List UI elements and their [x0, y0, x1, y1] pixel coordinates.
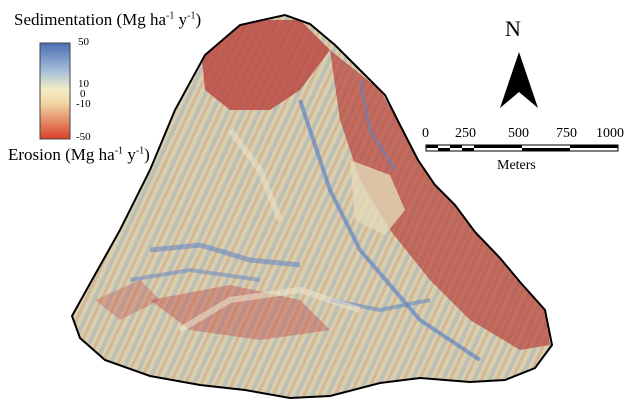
legend-tick-neg10: -10 [76, 98, 91, 110]
scale-tick-1000: 1000 [596, 126, 624, 141]
north-arrow-icon [500, 52, 538, 108]
scale-tick-0: 0 [422, 126, 429, 141]
legend-color-ramp [39, 42, 71, 140]
scale-tick-250: 250 [455, 126, 476, 141]
legend-subtitle: Erosion (Mg ha-1 y-1) [8, 145, 150, 164]
legend-tick-0: 0 [80, 88, 86, 100]
legend-tick-min: -50 [76, 131, 91, 143]
scale-unit-label: Meters [497, 158, 536, 173]
scale-tick-750: 750 [556, 126, 577, 141]
scale-tick-500: 500 [508, 126, 529, 141]
legend-tick-10: 10 [78, 78, 89, 90]
north-label: N [505, 16, 521, 41]
scale-bar [425, 144, 619, 152]
legend-title: Sedimentation (Mg ha-1 y-1) [14, 10, 202, 29]
legend-tick-max: 50 [78, 36, 89, 48]
watershed-boundary [70, 13, 554, 400]
